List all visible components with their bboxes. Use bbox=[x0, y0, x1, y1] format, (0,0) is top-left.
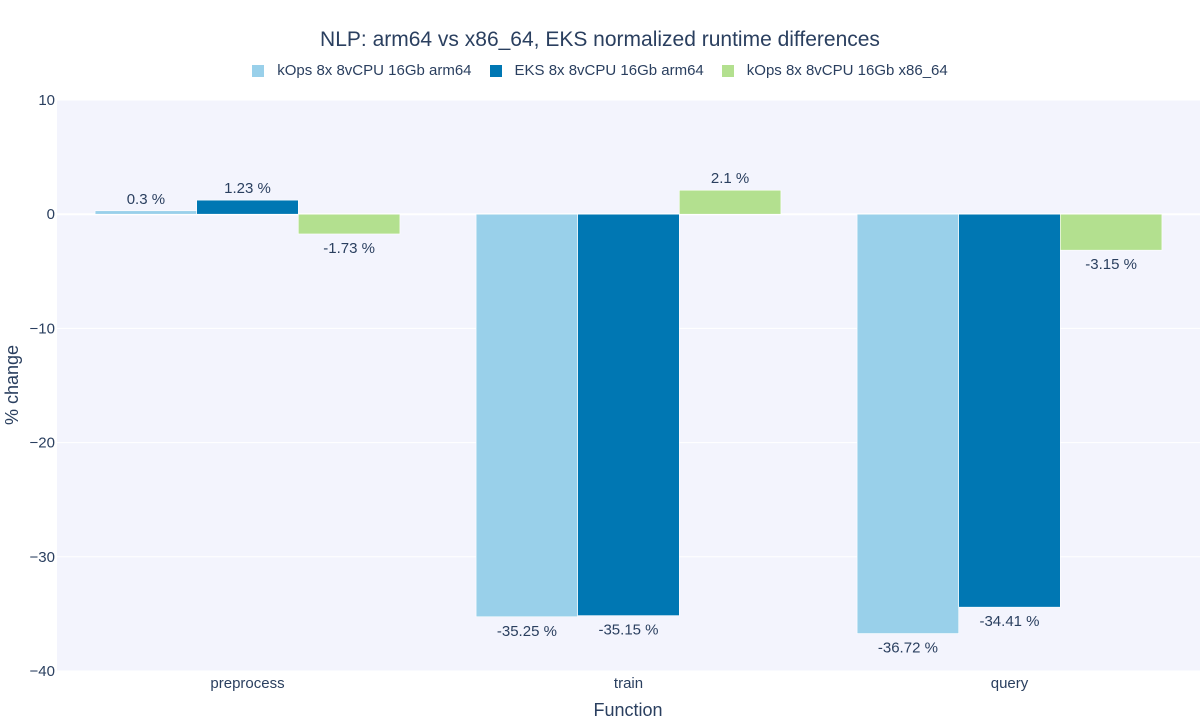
bar[interactable] bbox=[678, 189, 782, 215]
x-tick-label: train bbox=[614, 675, 643, 692]
data-label: -35.25 % bbox=[497, 623, 557, 640]
bar[interactable] bbox=[475, 213, 579, 618]
bar[interactable] bbox=[1060, 213, 1163, 251]
y-tick-label: 10 bbox=[38, 92, 55, 109]
legend-item-kops-arm64[interactable]: kOps 8x 8vCPU 16Gb arm64 bbox=[252, 62, 472, 79]
x-axis-ticks: preprocess train query bbox=[210, 675, 1028, 692]
bar[interactable] bbox=[577, 213, 680, 616]
legend-swatch bbox=[489, 64, 502, 77]
legend-item-eks-arm64[interactable]: EKS 8x 8vCPU 16Gb arm64 bbox=[489, 62, 704, 79]
data-label: 1.23 % bbox=[224, 180, 271, 197]
data-label: -3.15 % bbox=[1085, 256, 1137, 273]
y-tick-label: −10 bbox=[30, 320, 55, 337]
data-label: -35.15 % bbox=[598, 622, 658, 639]
legend-label: EKS 8x 8vCPU 16Gb arm64 bbox=[514, 62, 704, 79]
chart-title: NLP: arm64 vs x86_64, EKS normalized run… bbox=[320, 28, 880, 51]
bars bbox=[94, 189, 1163, 634]
y-axis-title: % change bbox=[2, 345, 22, 425]
data-label: -34.41 % bbox=[979, 613, 1039, 630]
x-tick-label: query bbox=[991, 675, 1029, 692]
y-tick-label: −30 bbox=[30, 549, 55, 566]
bar[interactable] bbox=[297, 213, 401, 235]
bar[interactable] bbox=[196, 199, 299, 215]
data-label: -36.72 % bbox=[878, 640, 938, 657]
y-tick-label: 0 bbox=[47, 206, 55, 223]
y-tick-label: −40 bbox=[30, 663, 55, 680]
bar[interactable] bbox=[958, 213, 1061, 608]
legend: kOps 8x 8vCPU 16Gb arm64 EKS 8x 8vCPU 16… bbox=[0, 62, 1200, 79]
legend-label: kOps 8x 8vCPU 16Gb arm64 bbox=[277, 62, 472, 79]
legend-swatch bbox=[721, 64, 734, 77]
bar[interactable] bbox=[94, 210, 197, 215]
legend-item-kops-x86[interactable]: kOps 8x 8vCPU 16Gb x86_64 bbox=[721, 62, 948, 79]
data-label: -1.73 % bbox=[323, 240, 375, 257]
y-tick-label: −20 bbox=[30, 435, 55, 452]
bar[interactable] bbox=[856, 213, 959, 634]
data-label: 2.1 % bbox=[711, 170, 749, 187]
legend-label: kOps 8x 8vCPU 16Gb x86_64 bbox=[746, 62, 948, 79]
x-tick-label: preprocess bbox=[210, 675, 284, 692]
y-axis-ticks: 10 0 −10 −20 −30 −40 bbox=[30, 92, 55, 680]
data-labels: 0.3 % 1.23 % -1.73 % -35.25 % -35.15 % 2.1 % -… bbox=[127, 170, 1137, 656]
legend-swatch bbox=[252, 64, 265, 77]
x-axis-title: Function bbox=[593, 700, 662, 720]
data-label: 0.3 % bbox=[127, 191, 165, 208]
